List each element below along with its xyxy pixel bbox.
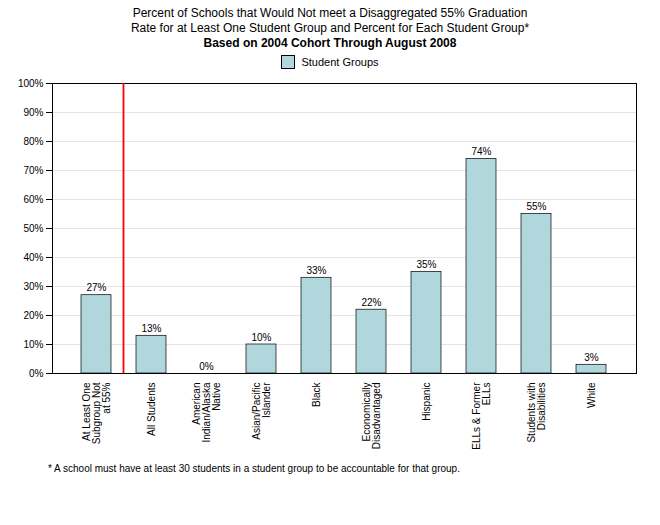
svg-text:Black: Black xyxy=(311,382,322,407)
svg-text:10%: 10% xyxy=(251,332,271,343)
svg-text:55%: 55% xyxy=(526,201,546,212)
svg-text:10%: 10% xyxy=(23,339,43,350)
svg-text:Students withDisabilities: Students withDisabilities xyxy=(526,383,547,443)
svg-text:AmericanIndian/AlaskaNative: AmericanIndian/AlaskaNative xyxy=(191,382,222,442)
svg-text:80%: 80% xyxy=(23,136,43,147)
svg-text:20%: 20% xyxy=(23,310,43,321)
html-text:Rate for at Least One Student: Rate for at Least One Student Group and … xyxy=(130,21,530,35)
svg-text:All Students: All Students xyxy=(146,383,157,436)
svg-text:30%: 30% xyxy=(23,281,43,292)
svg-text:27%: 27% xyxy=(86,282,106,293)
svg-text:White: White xyxy=(586,382,597,408)
svg-text:40%: 40% xyxy=(23,252,43,263)
svg-text:33%: 33% xyxy=(306,265,326,276)
svg-text:35%: 35% xyxy=(416,259,436,270)
svg-text:EconomicallyDisadvantaged: EconomicallyDisadvantaged xyxy=(361,383,382,450)
svg-text:13%: 13% xyxy=(141,323,161,334)
html-text:Based on 2004 Cohort Through A: Based on 2004 Cohort Through August 2008 xyxy=(203,36,457,50)
svg-text:Asian/PacificIslander: Asian/PacificIslander xyxy=(251,382,272,440)
svg-text:3%: 3% xyxy=(584,352,599,363)
html-text:Percent of Schools that Would: Percent of Schools that Would Not meet a… xyxy=(132,6,528,20)
svg-text:70%: 70% xyxy=(23,165,43,176)
svg-text:ELLs & FormerELLs: ELLs & FormerELLs xyxy=(471,382,492,450)
svg-text:0%: 0% xyxy=(29,368,44,379)
svg-text:Hispanic: Hispanic xyxy=(421,383,432,421)
svg-text:At Least OneSubgroup Notat 55%: At Least OneSubgroup Notat 55% xyxy=(81,382,112,444)
html-text:* A school must have at least: * A school must have at least 30 student… xyxy=(48,463,460,474)
svg-text:90%: 90% xyxy=(23,107,43,118)
svg-text:74%: 74% xyxy=(471,146,491,157)
svg-text:0%: 0% xyxy=(199,361,214,372)
svg-text:22%: 22% xyxy=(361,297,381,308)
svg-text:100%: 100% xyxy=(18,78,44,89)
svg-text:50%: 50% xyxy=(23,223,43,234)
svg-text:60%: 60% xyxy=(23,194,43,205)
html-text:Student Groups: Student Groups xyxy=(301,56,379,68)
